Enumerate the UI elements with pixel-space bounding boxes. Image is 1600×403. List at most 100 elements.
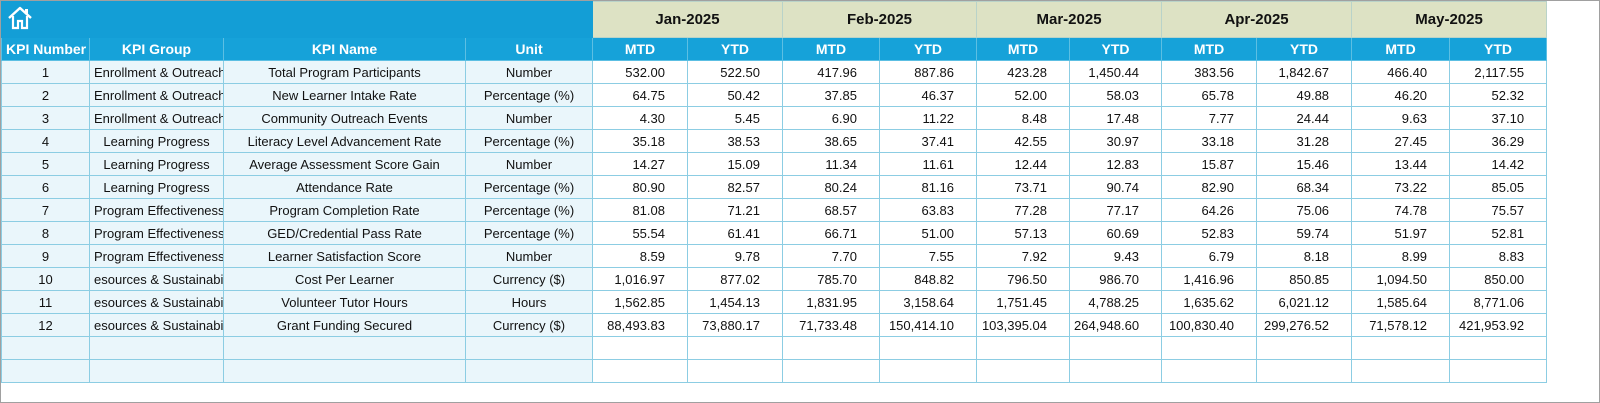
empty-row xyxy=(1,336,1548,360)
kpi-value: 51.97 xyxy=(1351,221,1451,245)
empty-cell xyxy=(592,359,688,383)
kpi-value: 17.48 xyxy=(1069,106,1163,130)
period-header: YTD xyxy=(878,37,978,61)
kpi-row: 5 Learning Progress Average Assessment Sco… xyxy=(1,152,1548,176)
kpi-row: 6 Learning Progress Attendance Rate Percent… xyxy=(1,175,1548,199)
kpi-value: 8.48 xyxy=(976,106,1071,130)
kpi-value: 6,021.12 xyxy=(1256,290,1353,314)
kpi-value: 42.55 xyxy=(976,129,1071,153)
empty-cell xyxy=(1351,336,1451,360)
kpi-group: Enrollment & Outreach xyxy=(89,106,224,130)
kpi-value: 61.41 xyxy=(687,221,783,245)
kpi-value: 4.30 xyxy=(592,106,688,130)
kpi-value: 58.03 xyxy=(1069,83,1163,107)
empty-cell xyxy=(878,359,978,383)
period-header: MTD xyxy=(782,37,880,61)
kpi-value: 1,562.85 xyxy=(592,290,688,314)
kpi-value: 82.57 xyxy=(687,175,783,199)
kpi-value: 7.70 xyxy=(782,244,880,268)
kpi-value: 9.63 xyxy=(1351,106,1451,130)
empty-cell xyxy=(1161,336,1258,360)
kpi-value: 71.21 xyxy=(687,198,783,222)
kpi-unit: Hours xyxy=(465,290,593,314)
kpi-value: 33.18 xyxy=(1161,129,1258,153)
kpi-value: 2,117.55 xyxy=(1449,60,1548,84)
kpi-value: 37.85 xyxy=(782,83,880,107)
empty-cell xyxy=(1256,359,1353,383)
empty-row xyxy=(1,359,1548,383)
kpi-value: 52.81 xyxy=(1449,221,1548,245)
kpi-row: 4 Learning Progress Literacy Level Advance… xyxy=(1,129,1548,153)
kpi-value: 3,158.64 xyxy=(878,290,978,314)
home-banner xyxy=(1,1,593,38)
kpi-value: 57.13 xyxy=(976,221,1071,245)
kpi-value: 5.45 xyxy=(687,106,783,130)
kpi-group: esources & Sustainabili xyxy=(89,313,224,337)
kpi-value: 1,831.95 xyxy=(782,290,880,314)
kpi-name: Program Completion Rate xyxy=(223,198,466,222)
kpi-value: 7.55 xyxy=(878,244,978,268)
kpi-value: 80.90 xyxy=(592,175,688,199)
kpi-group: Program Effectiveness xyxy=(89,221,224,245)
month-header: Mar-2025 xyxy=(976,1,1163,38)
column-header: KPI Number xyxy=(1,37,90,61)
kpi-number: 3 xyxy=(1,106,90,130)
empty-cell xyxy=(1069,359,1163,383)
empty-cell xyxy=(223,336,466,360)
kpi-unit: Percentage (%) xyxy=(465,198,593,222)
kpi-number: 1 xyxy=(1,60,90,84)
column-header: KPI Name xyxy=(223,37,466,61)
kpi-value: 11.34 xyxy=(782,152,880,176)
period-header: YTD xyxy=(1449,37,1548,61)
kpi-value: 80.24 xyxy=(782,175,880,199)
kpi-value: 1,094.50 xyxy=(1351,267,1451,291)
kpi-value: 12.83 xyxy=(1069,152,1163,176)
kpi-value: 850.00 xyxy=(1449,267,1548,291)
period-header: YTD xyxy=(1069,37,1163,61)
empty-cell xyxy=(687,336,783,360)
kpi-value: 8.99 xyxy=(1351,244,1451,268)
kpi-value: 15.09 xyxy=(687,152,783,176)
kpi-number: 7 xyxy=(1,198,90,222)
empty-cell xyxy=(976,336,1071,360)
column-header: Unit xyxy=(465,37,593,61)
kpi-value: 4,788.25 xyxy=(1069,290,1163,314)
kpi-group: esources & Sustainabili xyxy=(89,290,224,314)
kpi-value: 848.82 xyxy=(878,267,978,291)
kpi-value: 73.22 xyxy=(1351,175,1451,199)
kpi-unit: Number xyxy=(465,244,593,268)
kpi-value: 63.83 xyxy=(878,198,978,222)
kpi-value: 60.69 xyxy=(1069,221,1163,245)
kpi-value: 71,733.48 xyxy=(782,313,880,337)
kpi-value: 785.70 xyxy=(782,267,880,291)
kpi-value: 100,830.40 xyxy=(1161,313,1258,337)
column-header: KPI Group xyxy=(89,37,224,61)
kpi-value: 1,751.45 xyxy=(976,290,1071,314)
kpi-value: 73.71 xyxy=(976,175,1071,199)
empty-cell xyxy=(1,336,90,360)
kpi-value: 9.78 xyxy=(687,244,783,268)
kpi-number: 10 xyxy=(1,267,90,291)
kpi-value: 27.45 xyxy=(1351,129,1451,153)
kpi-table: Jan-2025 Feb-2025 Mar-2025 Apr-2025 May-2025… xyxy=(1,1,1548,383)
kpi-unit: Currency ($) xyxy=(465,267,593,291)
period-header: YTD xyxy=(1256,37,1353,61)
kpi-value: 38.53 xyxy=(687,129,783,153)
kpi-number: 5 xyxy=(1,152,90,176)
home-icon[interactable] xyxy=(6,5,34,31)
kpi-number: 6 xyxy=(1,175,90,199)
kpi-number: 8 xyxy=(1,221,90,245)
kpi-name: Community Outreach Events xyxy=(223,106,466,130)
kpi-row: 2 Enrollment & Outreach New Learner Intake… xyxy=(1,83,1548,107)
kpi-value: 74.78 xyxy=(1351,198,1451,222)
kpi-group: Enrollment & Outreach xyxy=(89,60,224,84)
empty-cell xyxy=(89,359,224,383)
period-header: MTD xyxy=(1161,37,1258,61)
kpi-row: 3 Enrollment & Outreach Community Outreach… xyxy=(1,106,1548,130)
kpi-name: Learner Satisfaction Score xyxy=(223,244,466,268)
empty-cell xyxy=(1161,359,1258,383)
kpi-name: Average Assessment Score Gain xyxy=(223,152,466,176)
kpi-number: 2 xyxy=(1,83,90,107)
kpi-value: 11.22 xyxy=(878,106,978,130)
kpi-row: 12 esources & Sustainabili Grant Funding S… xyxy=(1,313,1548,337)
